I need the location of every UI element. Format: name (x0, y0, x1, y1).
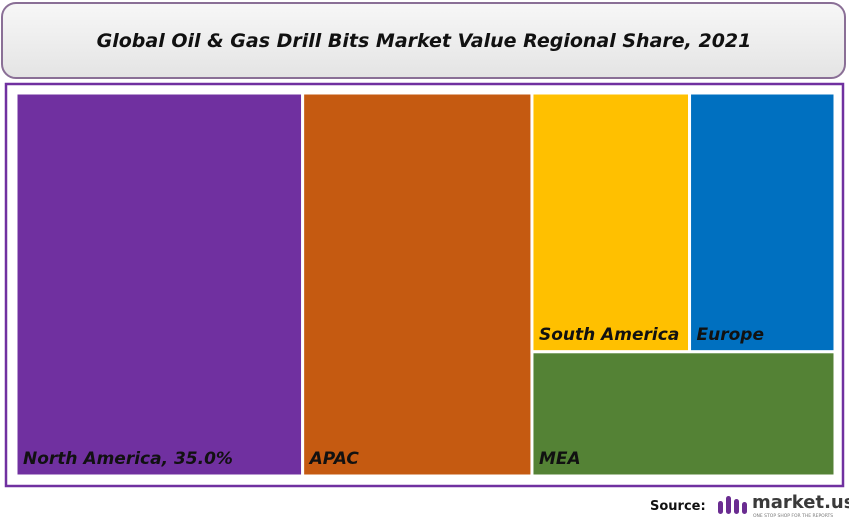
tile-label: MEA (539, 449, 581, 469)
title-box (1, 2, 846, 79)
logo-text: market.us (752, 492, 849, 513)
tile (530, 350, 837, 478)
tile (530, 91, 692, 354)
logo-icon (718, 496, 747, 514)
tile-label: APAC (308, 449, 360, 469)
tile (301, 91, 534, 478)
chart-title: Global Oil & Gas Drill Bits Market Value… (97, 30, 752, 52)
tile (688, 91, 837, 354)
tile (14, 91, 305, 478)
source-label: Source: (650, 499, 706, 514)
tile-label: North America, 35.0% (23, 449, 233, 469)
tiles: North America, 35.0% APAC South America Eur… (14, 91, 837, 478)
logo-tagline: ONE STOP SHOP FOR THE REPORTS (753, 513, 833, 519)
tile-label: South America (539, 325, 679, 345)
tile-label: Europe (697, 325, 764, 345)
